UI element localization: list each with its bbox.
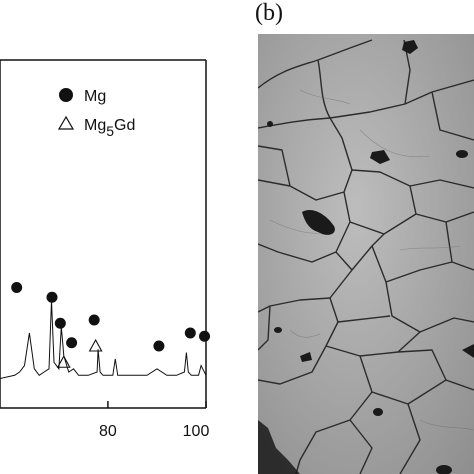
mg-peak-marker-2 <box>46 291 58 303</box>
xrd-panel: 80 100 Mg Mg5Gd <box>0 59 211 440</box>
mg5gd-peak-markers <box>56 338 103 368</box>
mg-peak-marker-1 <box>11 282 23 293</box>
panel-b-label: (b) <box>255 0 283 26</box>
micrograph-panel: (b) <box>255 0 474 474</box>
mg5gd-peak-marker-1 <box>56 355 71 368</box>
legend: Mg Mg5Gd <box>57 88 135 139</box>
mg-peak-marker-5 <box>88 314 100 326</box>
legend-mg5gd-marker <box>57 115 75 130</box>
mg-peak-marker-3 <box>54 317 66 329</box>
x-tick-label-80: 80 <box>99 423 117 440</box>
legend-mg5gd-suffix: Gd <box>114 117 135 134</box>
legend-mg-label: Mg <box>84 88 106 105</box>
legend-mg5gd-label: Mg5Gd <box>84 117 135 139</box>
dark-particles <box>258 40 474 474</box>
mg-peak-markers <box>11 282 211 352</box>
mg5gd-peak-marker-2 <box>88 338 103 352</box>
legend-mg5gd-subscript: 5 <box>106 123 114 139</box>
legend-mg-marker <box>59 88 73 102</box>
x-tick-label-100: 100 <box>183 423 210 440</box>
xrd-series-line <box>0 300 207 379</box>
mg-peak-marker-6 <box>153 340 165 352</box>
mg-peak-marker-4 <box>66 337 78 349</box>
mg-peak-marker-7 <box>184 327 196 339</box>
mg-peak-marker-8 <box>199 330 211 342</box>
x-ticks <box>107 401 207 408</box>
legend-mg5gd-prefix: Mg <box>84 117 106 134</box>
sem-micrograph-image <box>258 34 474 474</box>
